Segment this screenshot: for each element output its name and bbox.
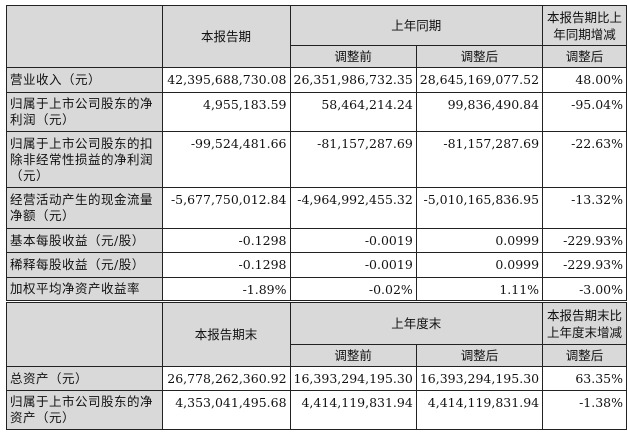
value-after: 0.0999 — [415, 252, 544, 278]
financial-table-period: 本报告期 上年同期 本报告期比上年同期增减 调整前 调整后 调整后 营业收入（元… — [6, 5, 627, 301]
value-before: -81,157,287.69 — [289, 131, 417, 188]
table-row: 稀释每股收益（元/股） -0.1298 -0.0019 0.0999 -229.93% — [6, 252, 627, 278]
header-change-sub: 调整后 — [542, 45, 627, 68]
corner-cell — [6, 302, 163, 367]
row-label: 经营活动产生的现金流量净额（元） — [6, 187, 163, 229]
header-before: 调整前 — [289, 344, 417, 367]
value-change: -22.63% — [542, 131, 627, 188]
value-current: -99,524,481.66 — [161, 131, 291, 188]
value-current: -0.1298 — [161, 228, 291, 253]
value-after: 4,414,119,831.94 — [415, 390, 544, 430]
value-after: 16,393,294,195.30 — [415, 366, 544, 391]
value-change: -229.93% — [542, 228, 627, 253]
value-before: 4,414,119,831.94 — [289, 390, 417, 430]
value-change: -95.04% — [542, 92, 627, 132]
value-before: 26,351,986,732.35 — [289, 67, 417, 93]
value-after: 99,836,490.84 — [415, 92, 544, 132]
value-before: -0.0019 — [289, 228, 417, 253]
value-change: -229.93% — [542, 252, 627, 278]
value-before: -0.0019 — [289, 252, 417, 278]
row-label: 归属于上市公司股东的净利润（元） — [6, 92, 163, 132]
header-change: 本报告期比上年同期增减 — [542, 5, 627, 46]
header-after: 调整后 — [415, 344, 544, 367]
value-change: 63.35% — [542, 366, 627, 391]
value-before: -0.02% — [289, 277, 417, 301]
value-after: -81,157,287.69 — [415, 131, 544, 188]
value-after: 0.0999 — [415, 228, 544, 253]
value-before: 58,464,214.24 — [289, 92, 417, 132]
value-change: -1.38% — [542, 390, 627, 430]
value-after: 28,645,169,077.52 — [415, 67, 544, 93]
value-current: 4,353,041,495.68 — [161, 390, 291, 430]
table-row: 经营活动产生的现金流量净额（元） -5,677,750,012.84 -4,964,… — [6, 187, 627, 229]
table-row: 加权平均净资产收益率 -1.89% -0.02% 1.11% -3.00% — [6, 277, 627, 301]
row-label: 基本每股收益（元/股） — [6, 228, 163, 253]
value-current: -1.89% — [161, 277, 291, 301]
corner-cell — [6, 5, 163, 68]
value-current: 42,395,688,730.08 — [161, 67, 291, 93]
row-label: 归属于上市公司股东的扣除非经常性损益的净利润（元） — [6, 131, 163, 188]
table-row: 营业收入（元） 42,395,688,730.08 26,351,986,732.3… — [6, 67, 627, 93]
table-row: 总资产（元） 26,778,262,360.92 16,393,294,195.30… — [6, 366, 627, 391]
financial-table-balance: 本报告期末 上年度末 本报告期末比上年度末增减 调整前 调整后 调整后 总资产（… — [6, 302, 627, 430]
value-current: -0.1298 — [161, 252, 291, 278]
value-change: -3.00% — [542, 277, 627, 301]
header-change: 本报告期末比上年度末增减 — [542, 302, 627, 345]
row-label: 总资产（元） — [6, 366, 163, 391]
value-current: 26,778,262,360.92 — [161, 366, 291, 391]
value-before: -4,964,992,455.32 — [289, 187, 417, 229]
table-row: 基本每股收益（元/股） -0.1298 -0.0019 0.0999 -229.93% — [6, 228, 627, 253]
value-current: -5,677,750,012.84 — [161, 187, 291, 229]
header-prior-group: 上年度末 — [289, 302, 544, 345]
value-change: -13.32% — [542, 187, 627, 229]
header-current: 本报告期 — [161, 5, 291, 68]
header-current: 本报告期末 — [161, 302, 291, 367]
value-after: 1.11% — [415, 277, 544, 301]
table-row: 归属于上市公司股东的扣除非经常性损益的净利润（元） -99,524,481.66-… — [6, 131, 627, 188]
row-label: 营业收入（元） — [6, 67, 163, 93]
value-current: 4,955,183.59 — [161, 92, 291, 132]
value-before: 16,393,294,195.30 — [289, 366, 417, 391]
row-label: 归属于上市公司股东的净资产（元） — [6, 390, 163, 430]
table-row: 归属于上市公司股东的净资产（元） 4,353,041,495.68 4,414,11… — [6, 390, 627, 430]
value-change: 48.00% — [542, 67, 627, 93]
header-change-sub: 调整后 — [542, 344, 627, 367]
table-row: 归属于上市公司股东的净利润（元） 4,955,183.59 58,464,214.2… — [6, 92, 627, 132]
header-prior-group: 上年同期 — [289, 5, 544, 46]
header-before: 调整前 — [289, 45, 417, 68]
value-after: -5,010,165,836.95 — [415, 187, 544, 229]
row-label: 加权平均净资产收益率 — [6, 277, 163, 301]
row-label: 稀释每股收益（元/股） — [6, 252, 163, 278]
header-after: 调整后 — [415, 45, 544, 68]
